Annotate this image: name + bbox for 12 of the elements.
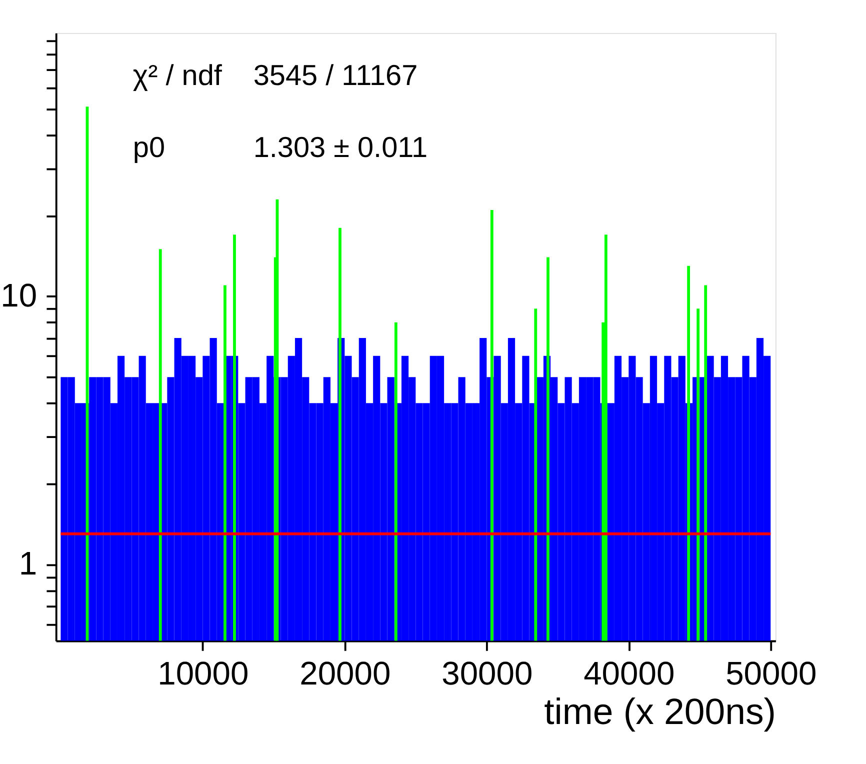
x-tick-label: 40000 xyxy=(584,654,675,692)
x-axis-title: time (x 200ns) xyxy=(544,691,776,732)
y-tick-label: 10 xyxy=(0,276,38,314)
annotation: 3545 / 11167 xyxy=(253,60,418,92)
x-tick-label: 30000 xyxy=(442,654,533,692)
annotation: 1.303 ± 0.011 xyxy=(253,132,428,164)
x-tick-label: 20000 xyxy=(300,654,391,692)
x-tick-label: 50000 xyxy=(726,654,817,692)
x-tick-label: 10000 xyxy=(158,654,249,692)
annotation: p0 xyxy=(132,132,166,164)
annotation: χ² / ndf xyxy=(132,60,223,92)
y-tick-label: 1 xyxy=(18,544,38,582)
